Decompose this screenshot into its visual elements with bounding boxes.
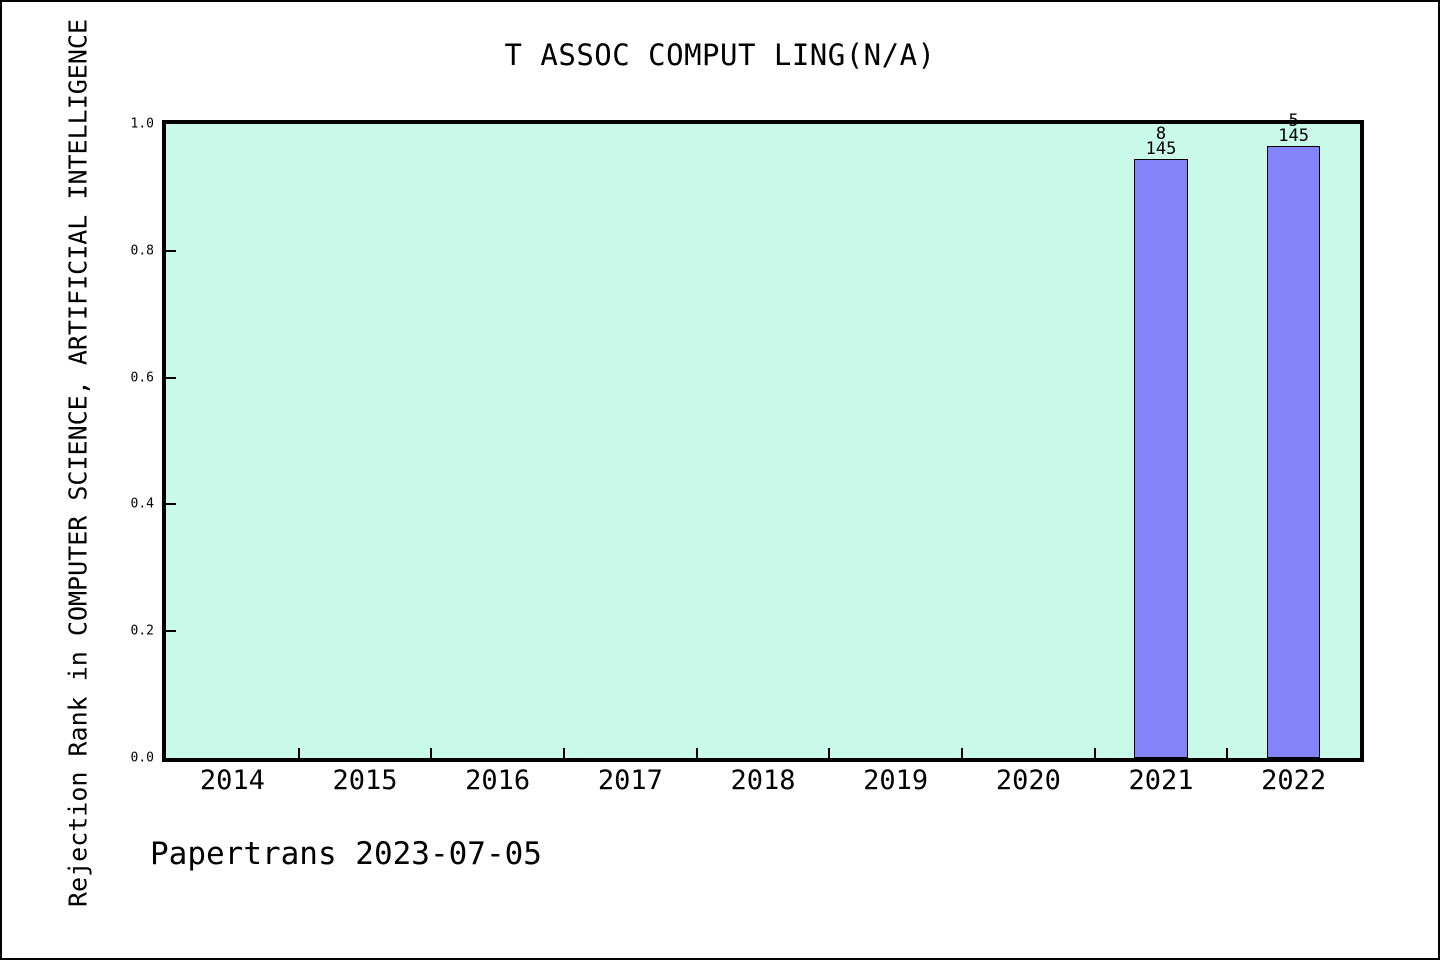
y-axis-tick-label: 0.8 bbox=[130, 243, 154, 259]
bar-2021 bbox=[1134, 159, 1188, 758]
x-axis-tick-label: 2014 bbox=[199, 765, 265, 796]
y-axis-tick-label: 1.0 bbox=[130, 116, 154, 132]
y-axis-tick bbox=[166, 630, 176, 633]
y-axis-tick bbox=[166, 376, 176, 379]
x-axis-tick-label: 2021 bbox=[1128, 765, 1194, 796]
x-axis-tick-label: 2022 bbox=[1261, 765, 1327, 796]
x-axis-tick bbox=[563, 748, 565, 758]
bar-label-denominator: 145 bbox=[1145, 139, 1177, 159]
y-axis-tick-label: 0.0 bbox=[130, 750, 154, 766]
x-axis-tick-label: 2016 bbox=[465, 765, 531, 796]
x-axis-tick-label: 2020 bbox=[995, 765, 1061, 796]
bar-label-2022: 5 145 bbox=[1278, 110, 1310, 146]
y-axis-tick-label: 0.4 bbox=[130, 496, 154, 512]
y-axis-tick-label: 0.2 bbox=[130, 623, 154, 639]
x-axis-tick bbox=[297, 748, 300, 758]
bar-2022 bbox=[1267, 145, 1321, 758]
chart-title: T ASSOC COMPUT LING(N/A) bbox=[504, 38, 936, 72]
watermark-text: Papertrans 2023-07-05 bbox=[150, 836, 542, 872]
y-axis-tick bbox=[166, 503, 176, 506]
x-axis-tick-label: 2019 bbox=[863, 765, 929, 796]
x-axis-tick-label: 2015 bbox=[332, 765, 398, 796]
y-axis-tick bbox=[166, 249, 176, 252]
bar-label-2021: 8 145 bbox=[1145, 124, 1177, 159]
x-axis-tick bbox=[695, 748, 698, 758]
x-axis-tick bbox=[828, 748, 831, 758]
bar-label-denominator: 145 bbox=[1278, 125, 1310, 146]
y-axis-tick-label: 0.6 bbox=[130, 370, 154, 386]
bar-label-numerator: 8 bbox=[1155, 124, 1167, 144]
x-axis-tick bbox=[1226, 748, 1229, 758]
x-axis-tick-label: 2018 bbox=[730, 765, 796, 796]
plot-inner: 8 145 5 145 bbox=[166, 112, 1360, 758]
bar-label-numerator: 5 bbox=[1288, 110, 1299, 131]
plot-area: 8 145 5 145 bbox=[162, 112, 1364, 762]
x-axis-tick bbox=[1093, 748, 1096, 758]
y-axis-label: Rejection Rank in COMPUTER SCIENCE, ARTI… bbox=[63, 18, 93, 908]
x-axis-tick bbox=[961, 748, 963, 758]
x-axis-tick bbox=[430, 748, 433, 758]
x-axis-tick-label: 2017 bbox=[597, 765, 663, 796]
